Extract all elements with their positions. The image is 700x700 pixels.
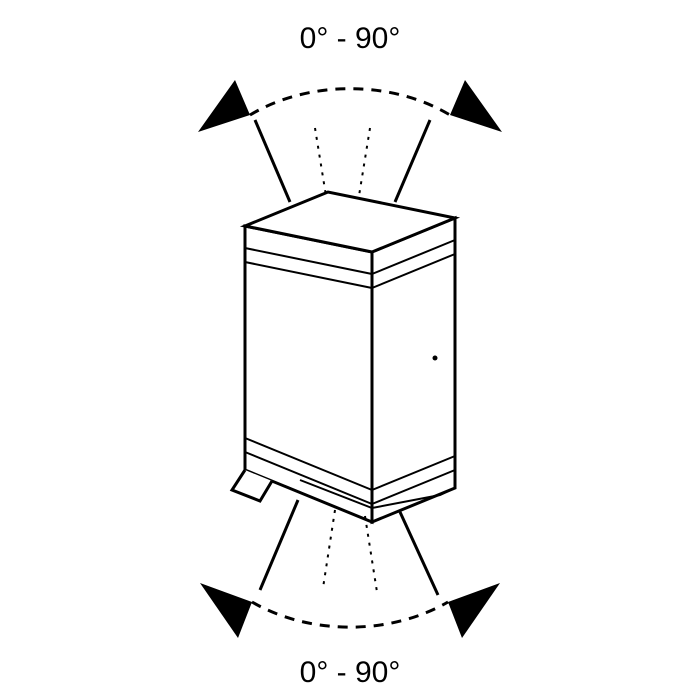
bottom-left-arrow bbox=[200, 583, 252, 638]
top-beam-lines bbox=[255, 120, 430, 202]
bottom-arc bbox=[252, 602, 448, 627]
bottom-beam-lines bbox=[260, 500, 438, 595]
mounting-hole-icon bbox=[433, 356, 438, 361]
top-angle-label: 0° - 90° bbox=[300, 22, 401, 55]
top-left-arrow bbox=[198, 80, 250, 132]
rotation-diagram: 0° - 90° bbox=[0, 0, 700, 700]
top-right-arrow bbox=[450, 80, 502, 132]
top-arc bbox=[250, 89, 450, 115]
bottom-angle-label: 0° - 90° bbox=[300, 656, 401, 689]
bottom-right-arrow bbox=[448, 583, 500, 638]
fixture-body bbox=[232, 192, 455, 522]
